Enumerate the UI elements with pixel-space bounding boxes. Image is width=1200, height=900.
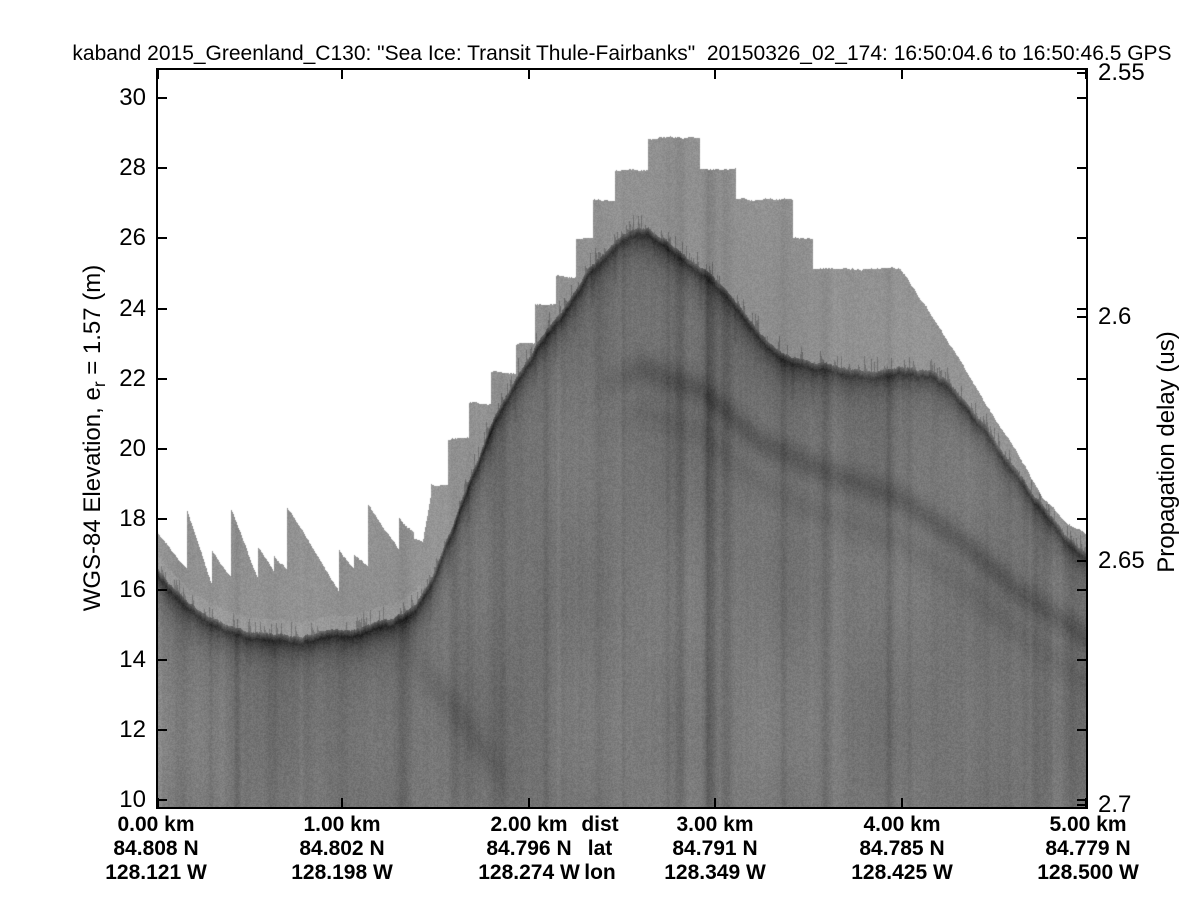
elevation-tick-right bbox=[1077, 237, 1086, 239]
longitude-value: 128.349 W bbox=[664, 861, 766, 884]
elevation-tick-label: 12 bbox=[119, 716, 146, 743]
distance-value: 5.00 km bbox=[1049, 813, 1127, 836]
right-axis-label: Propagation delay (us) bbox=[1153, 331, 1180, 573]
elevation-tick-left bbox=[158, 237, 167, 239]
distance-value: 2.00 km bbox=[490, 813, 568, 836]
elevation-tick-right bbox=[1077, 518, 1086, 520]
latitude-value: 84.779 N bbox=[1045, 837, 1131, 860]
elevation-tick-left bbox=[158, 308, 167, 310]
elevation-tick-right bbox=[1077, 167, 1086, 169]
distance-value: 3.00 km bbox=[676, 813, 754, 836]
chart-title: kaband 2015_Greenland_C130: "Sea Ice: Tr… bbox=[72, 42, 1172, 65]
elevation-tick-left bbox=[158, 799, 167, 801]
elevation-tick-label: 18 bbox=[119, 505, 146, 532]
distance-tick-top bbox=[157, 70, 159, 79]
elevation-tick-label: 20 bbox=[119, 435, 146, 462]
distance-tick-bottom bbox=[901, 798, 903, 807]
distance-tick-label-group: 3.00 km 84.791 N 128.349 W bbox=[664, 813, 766, 885]
distance-tick-top bbox=[1085, 70, 1087, 79]
distance-tick-bottom bbox=[1085, 798, 1087, 807]
distance-tick-top bbox=[714, 70, 716, 79]
elevation-tick-right bbox=[1077, 378, 1086, 380]
longitude-value: 128.274 W bbox=[478, 861, 580, 884]
radargram-canvas bbox=[156, 68, 1088, 809]
delay-tick bbox=[1077, 560, 1086, 562]
elevation-tick-left bbox=[158, 97, 167, 99]
distance-tick-label-group: 1.00 km 84.802 N 128.198 W bbox=[291, 813, 393, 885]
elevation-tick-left bbox=[158, 589, 167, 591]
elevation-tick-left bbox=[158, 518, 167, 520]
elevation-tick-label: 14 bbox=[119, 646, 146, 673]
distance-value: 1.00 km bbox=[303, 813, 381, 836]
latitude-value: 84.785 N bbox=[859, 837, 945, 860]
distance-value: 0.00 km bbox=[117, 813, 195, 836]
longitude-value: 128.121 W bbox=[105, 861, 207, 884]
delay-tick-label: 2.6 bbox=[1098, 303, 1132, 330]
longitude-value: 128.425 W bbox=[851, 861, 953, 884]
distance-tick-top bbox=[341, 70, 343, 79]
row-header-lon: lon bbox=[584, 861, 616, 884]
delay-tick bbox=[1077, 316, 1086, 318]
distance-tick-bottom bbox=[528, 798, 530, 807]
elevation-tick-right bbox=[1077, 729, 1086, 731]
elevation-tick-left bbox=[158, 167, 167, 169]
longitude-value: 128.198 W bbox=[291, 861, 393, 884]
bottom-row-headers: dist lat lon bbox=[581, 813, 618, 885]
elevation-tick-right bbox=[1077, 799, 1086, 801]
distance-tick-label-group: 0.00 km 84.808 N 128.121 W bbox=[105, 813, 207, 885]
elevation-tick-left bbox=[158, 378, 167, 380]
latitude-value: 84.791 N bbox=[672, 837, 758, 860]
elevation-tick-right bbox=[1077, 448, 1086, 450]
distance-tick-bottom bbox=[714, 798, 716, 807]
elevation-tick-label: 30 bbox=[119, 84, 146, 111]
elevation-tick-label: 10 bbox=[119, 786, 146, 813]
elevation-tick-label: 26 bbox=[119, 224, 146, 251]
distance-tick-top bbox=[528, 70, 530, 79]
distance-tick-bottom bbox=[157, 798, 159, 807]
delay-tick bbox=[1077, 804, 1086, 806]
elevation-tick-label: 28 bbox=[119, 154, 146, 181]
latitude-value: 84.796 N bbox=[486, 837, 572, 860]
elevation-tick-label: 22 bbox=[119, 365, 146, 392]
distance-tick-label-group: 4.00 km 84.785 N 128.425 W bbox=[851, 813, 953, 885]
distance-tick-top bbox=[901, 70, 903, 79]
distance-tick-label-group: 2.00 km 84.796 N 128.274 W bbox=[478, 813, 580, 885]
delay-tick-label: 2.55 bbox=[1098, 59, 1145, 86]
elevation-tick-left bbox=[158, 729, 167, 731]
elevation-tick-label: 16 bbox=[119, 576, 146, 603]
left-axis-label: WGS-84 Elevation, er = 1.57 (m) bbox=[79, 264, 109, 612]
row-header-dist: dist bbox=[581, 813, 619, 836]
elevation-tick-left bbox=[158, 659, 167, 661]
distance-value: 4.00 km bbox=[863, 813, 941, 836]
elevation-tick-label: 24 bbox=[119, 295, 146, 322]
elevation-tick-right bbox=[1077, 308, 1086, 310]
delay-tick-label: 2.65 bbox=[1098, 547, 1145, 574]
distance-tick-bottom bbox=[341, 798, 343, 807]
delay-tick-label: 2.7 bbox=[1098, 791, 1132, 818]
elevation-tick-right bbox=[1077, 97, 1086, 99]
latitude-value: 84.802 N bbox=[299, 837, 385, 860]
longitude-value: 128.500 W bbox=[1037, 861, 1139, 884]
distance-tick-label-group: 5.00 km 84.779 N 128.500 W bbox=[1037, 813, 1139, 885]
elevation-tick-right bbox=[1077, 659, 1086, 661]
latitude-value: 84.808 N bbox=[113, 837, 199, 860]
row-header-lat: lat bbox=[587, 837, 613, 860]
elevation-tick-left bbox=[158, 448, 167, 450]
delay-tick bbox=[1077, 72, 1086, 74]
elevation-tick-right bbox=[1077, 589, 1086, 591]
